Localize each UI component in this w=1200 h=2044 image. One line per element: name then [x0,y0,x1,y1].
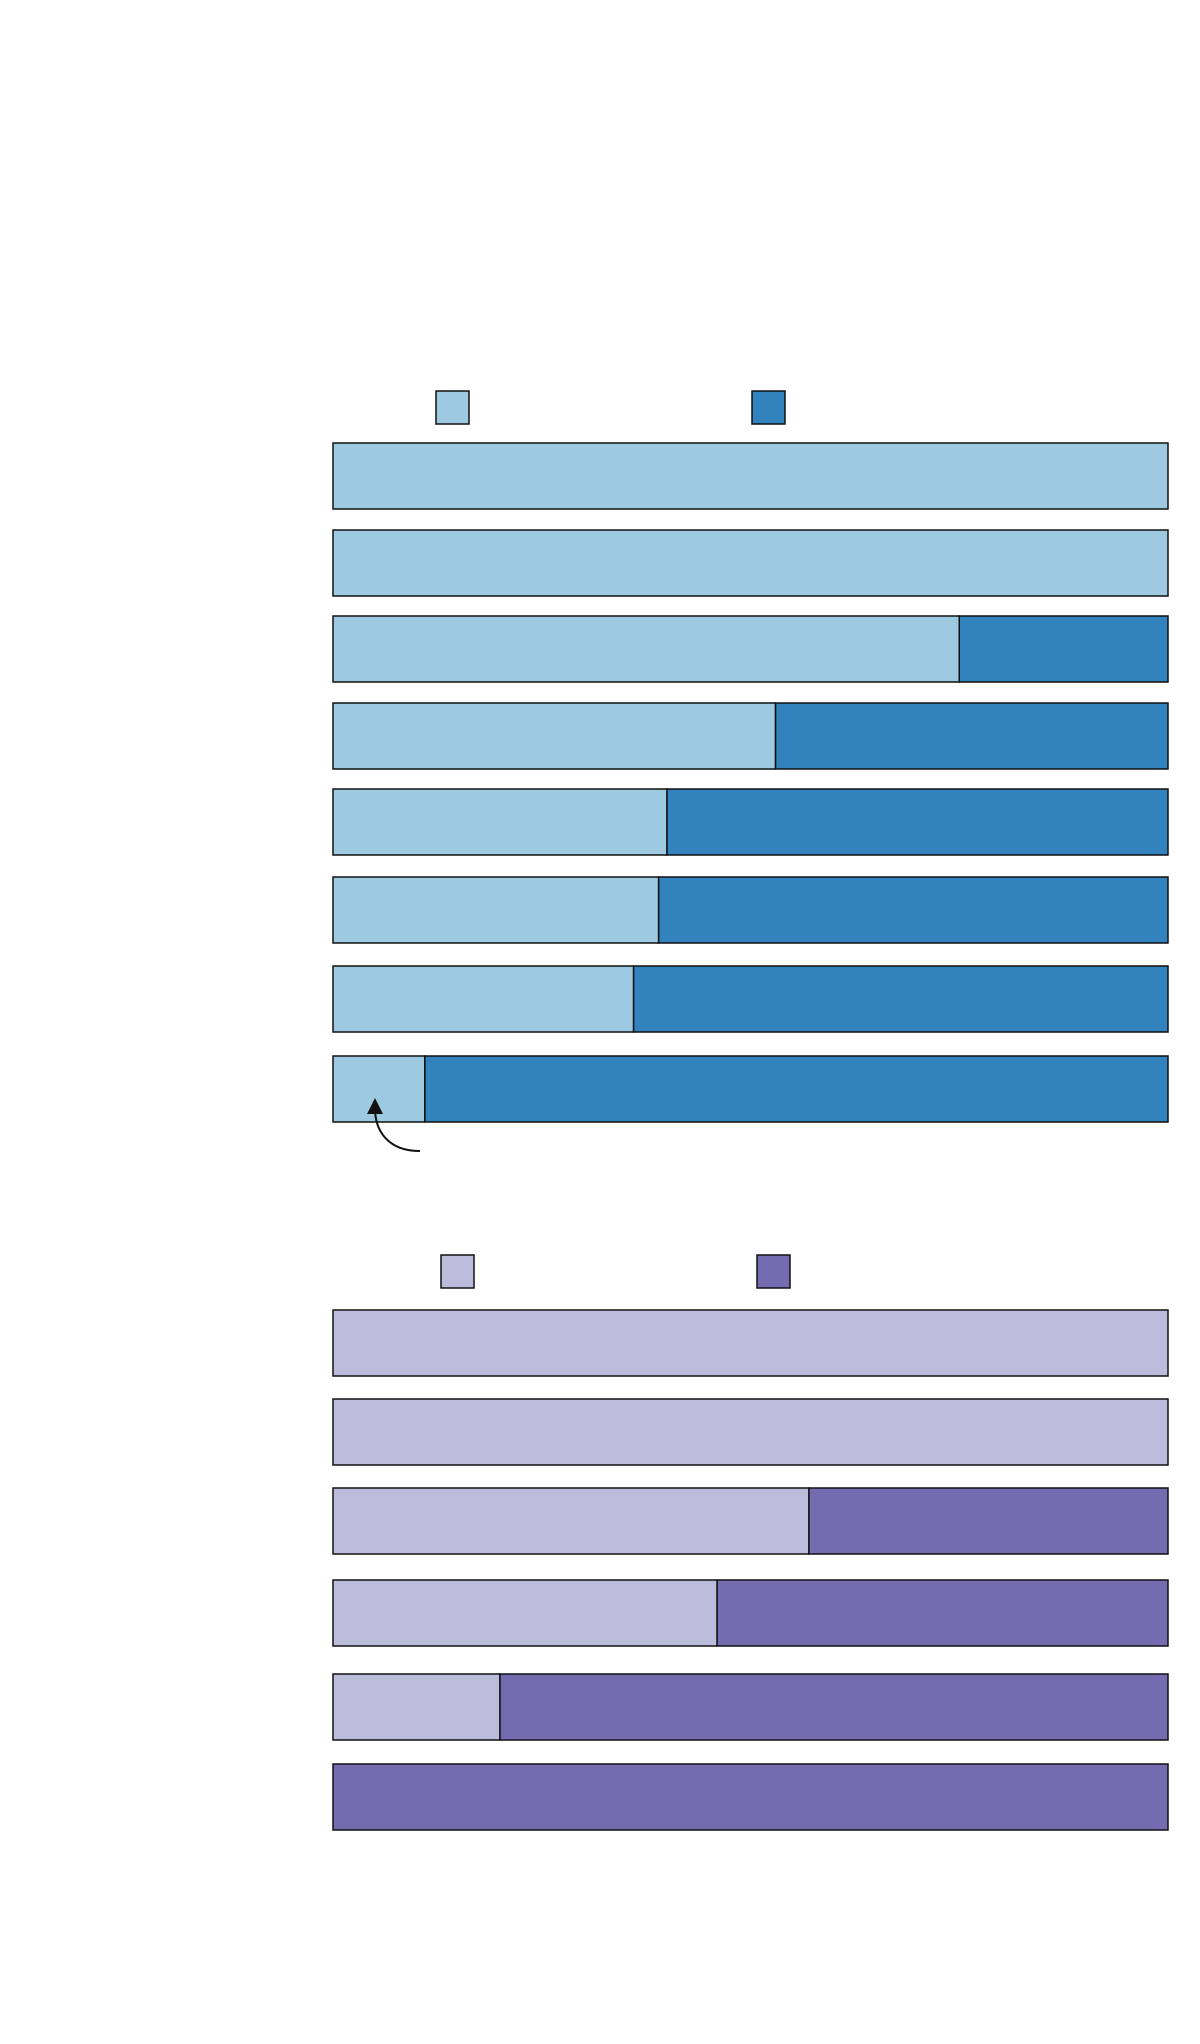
legend-swatch [751,390,786,425]
bar-segment [332,965,635,1033]
bar-segment [332,1579,718,1647]
bar-segment [958,615,1169,683]
bar-segment [666,788,1169,856]
bar-segment [424,1055,1169,1123]
bar-segment [632,965,1169,1033]
bar-segment [808,1487,1169,1555]
bar-segment [332,876,660,944]
annotation-arrowhead [367,1098,383,1114]
legend-swatch [440,1254,475,1289]
bar-segment [499,1673,1169,1741]
annotation-arrow [374,1107,421,1152]
bar-segment [332,1487,810,1555]
legend-swatch [435,390,470,425]
bar-segment [332,442,1169,510]
legend-swatch [756,1254,791,1289]
bar-segment [716,1579,1169,1647]
bar-segment [332,1398,1169,1466]
bar-segment [332,615,960,683]
bar-segment [774,702,1169,770]
bar-segment [332,529,1169,597]
bar-segment [332,702,777,770]
bar-segment [332,1673,501,1741]
bar-segment [332,1309,1169,1377]
bar-segment [657,876,1169,944]
bar-segment [332,1763,1169,1831]
bar-segment [332,788,668,856]
